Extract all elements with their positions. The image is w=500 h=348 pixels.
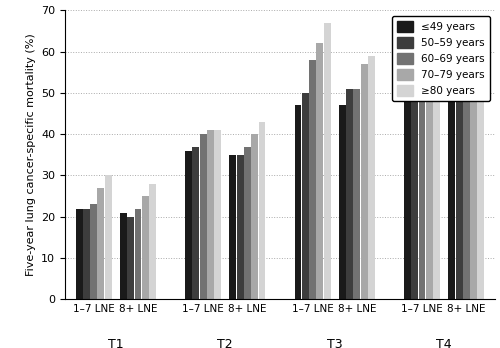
Bar	[214, 130, 221, 299]
Y-axis label: Five-year lung cancer-specific mortality (%): Five-year lung cancer-specific mortality…	[26, 33, 36, 276]
Bar	[244, 147, 251, 299]
Bar	[207, 130, 214, 299]
Bar	[258, 122, 266, 299]
Bar	[412, 81, 418, 299]
Bar	[185, 151, 192, 299]
Text: T4: T4	[436, 338, 452, 348]
Text: T1: T1	[108, 338, 124, 348]
Bar	[230, 155, 236, 299]
Bar	[149, 184, 156, 299]
Bar	[404, 85, 411, 299]
Bar	[309, 60, 316, 299]
Text: T3: T3	[327, 338, 342, 348]
Bar	[127, 217, 134, 299]
Bar	[120, 213, 127, 299]
Bar	[456, 97, 462, 299]
Bar	[90, 204, 97, 299]
Bar	[142, 196, 148, 299]
Bar	[339, 105, 346, 299]
Bar	[316, 44, 324, 299]
Bar	[463, 97, 470, 299]
Text: T2: T2	[218, 338, 233, 348]
Bar	[98, 188, 104, 299]
Bar	[105, 175, 112, 299]
Bar	[470, 85, 477, 299]
Bar	[302, 93, 308, 299]
Bar	[346, 89, 353, 299]
Legend: ≤49 years, 50–59 years, 60–69 years, 70–79 years, ≥80 years: ≤49 years, 50–59 years, 60–69 years, 70–…	[392, 16, 490, 101]
Bar	[83, 208, 90, 299]
Bar	[324, 23, 330, 299]
Bar	[200, 134, 206, 299]
Bar	[354, 89, 360, 299]
Bar	[368, 56, 375, 299]
Bar	[134, 208, 141, 299]
Bar	[418, 81, 426, 299]
Bar	[433, 60, 440, 299]
Bar	[76, 208, 82, 299]
Bar	[236, 155, 244, 299]
Bar	[192, 147, 200, 299]
Bar	[426, 77, 433, 299]
Bar	[294, 105, 302, 299]
Bar	[360, 64, 368, 299]
Bar	[252, 134, 258, 299]
Bar	[448, 101, 455, 299]
Bar	[478, 72, 484, 299]
